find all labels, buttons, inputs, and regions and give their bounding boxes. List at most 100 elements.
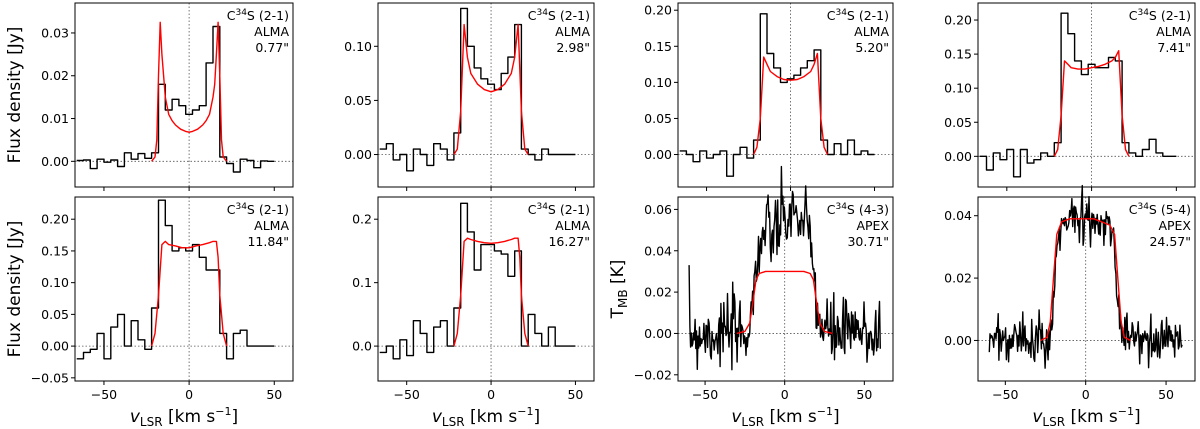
annotation-instrument: ALMA [1156,24,1191,39]
annotation-offset: 5.20" [855,40,889,55]
x-tick-label: −50 [692,387,718,402]
annotation-species: C34S (2-1) [827,8,889,23]
series-model [453,237,529,347]
y-tick-label: 0.20 [41,212,69,227]
y-tick-label: 0.10 [644,75,672,90]
x-tick-label: 50 [567,387,583,402]
species-isotope: 34 [1137,202,1149,212]
x-tick-label: −50 [992,387,1018,402]
y-tick-label: 0.02 [644,285,672,300]
x-tick-label: 0 [781,387,789,402]
annotation-offset: 2.98" [556,40,590,55]
annotation-offset: 7.41" [1157,40,1191,55]
species-transition: S (2-1) [548,202,590,217]
species-element: C [528,202,537,217]
annotation-offset: 11.84" [247,234,289,249]
series-model [453,23,529,155]
y-tick-label: 0.00 [944,149,972,164]
series-observed [76,25,275,173]
species-isotope: 34 [235,8,247,18]
species-transition: S (2-1) [247,202,289,217]
y-tick-label: 0.04 [944,208,972,223]
y-tick-label: 0.00 [644,326,672,341]
x-tick-label: 0 [487,387,495,402]
series-model [752,52,829,155]
species-element: C [1129,202,1138,217]
series-model [736,270,833,335]
species-element: C [1129,8,1138,23]
x-tick-label: 0 [1082,387,1090,402]
series-observed [76,199,275,360]
y-tick-label: 0.00 [41,154,69,169]
x-axis-label: vLSR [km s−1] [1032,405,1140,429]
y-tick-label: 0.05 [344,93,372,108]
y-tick-label: −0.02 [634,367,672,382]
annotation-species: C34S (2-1) [528,8,590,23]
series-model [151,21,228,162]
y-tick-label: 0.05 [41,307,69,322]
annotation-instrument: ALMA [254,24,289,39]
y-tick-label: 0.0 [352,339,372,354]
species-element: C [827,8,836,23]
axes-frame [377,196,595,382]
species-transition: S (2-1) [548,8,590,23]
y-tick-label: 0.02 [41,68,69,83]
series-observed [688,165,881,371]
y-axis-label: TMB [K] [608,260,630,320]
y-tick-label: 0.00 [344,147,372,162]
species-transition: S (2-1) [247,8,289,23]
y-tick-label: 0.2 [352,212,372,227]
annotation-offset: 16.27" [548,234,590,249]
axes-frame [377,2,595,188]
annotation-species: C34S (2-1) [1129,8,1191,23]
annotation-instrument: ALMA [854,24,889,39]
annotation-instrument: ALMA [555,218,590,233]
annotation-offset: 0.77" [255,40,289,55]
y-tick-label: 0.1 [352,275,372,290]
axes-frame [677,2,894,188]
y-tick-label: 0.06 [644,202,672,217]
species-transition: S (2-1) [847,8,889,23]
species-isotope: 34 [835,202,847,212]
y-tick-label: 0.00 [944,333,972,348]
y-tick-label: 0.15 [644,39,672,54]
x-axis-label: vLSR [km s−1] [731,405,839,429]
y-tick-label: 0.10 [944,81,972,96]
species-isotope: 34 [1137,8,1149,18]
y-axis-label: Flux density [Jy] [5,221,25,358]
y-tick-label: 0.01 [41,111,69,126]
species-element: C [227,8,236,23]
y-axis-label: Flux density [Jy] [5,27,25,164]
species-element: C [227,202,236,217]
series-observed [679,13,875,177]
species-transition: S (4-3) [847,202,889,217]
y-tick-label: 0.05 [944,115,972,130]
x-tick-label: 0 [185,387,193,402]
y-tick-label: 0.20 [644,3,672,18]
annotation-species: C34S (4-3) [827,202,889,217]
x-tick-label: 50 [266,387,282,402]
annotation-species: C34S (2-1) [528,202,590,217]
axes-frame [977,2,1196,188]
y-tick-label: 0.05 [644,111,672,126]
annotation-instrument: APEX [1158,218,1191,233]
x-axis-label: vLSR [km s−1] [130,405,238,429]
x-tick-label: −50 [91,387,117,402]
annotation-instrument: ALMA [254,218,289,233]
annotation-instrument: ALMA [555,24,590,39]
y-tick-label: 0.10 [344,39,372,54]
annotation-species: C34S (2-1) [227,202,289,217]
series-observed [379,7,576,172]
axes-frame [74,2,294,188]
species-element: C [827,202,836,217]
species-isotope: 34 [536,8,548,18]
annotation-species: C34S (2-1) [227,8,289,23]
species-transition: S (2-1) [1149,8,1191,23]
x-axis-label: vLSR [km s−1] [432,405,540,429]
y-tick-label: 0.04 [644,243,672,258]
species-isotope: 34 [235,202,247,212]
axes-frame [677,196,894,382]
y-tick-label: 0.10 [41,275,69,290]
y-tick-label: 0.15 [41,243,69,258]
